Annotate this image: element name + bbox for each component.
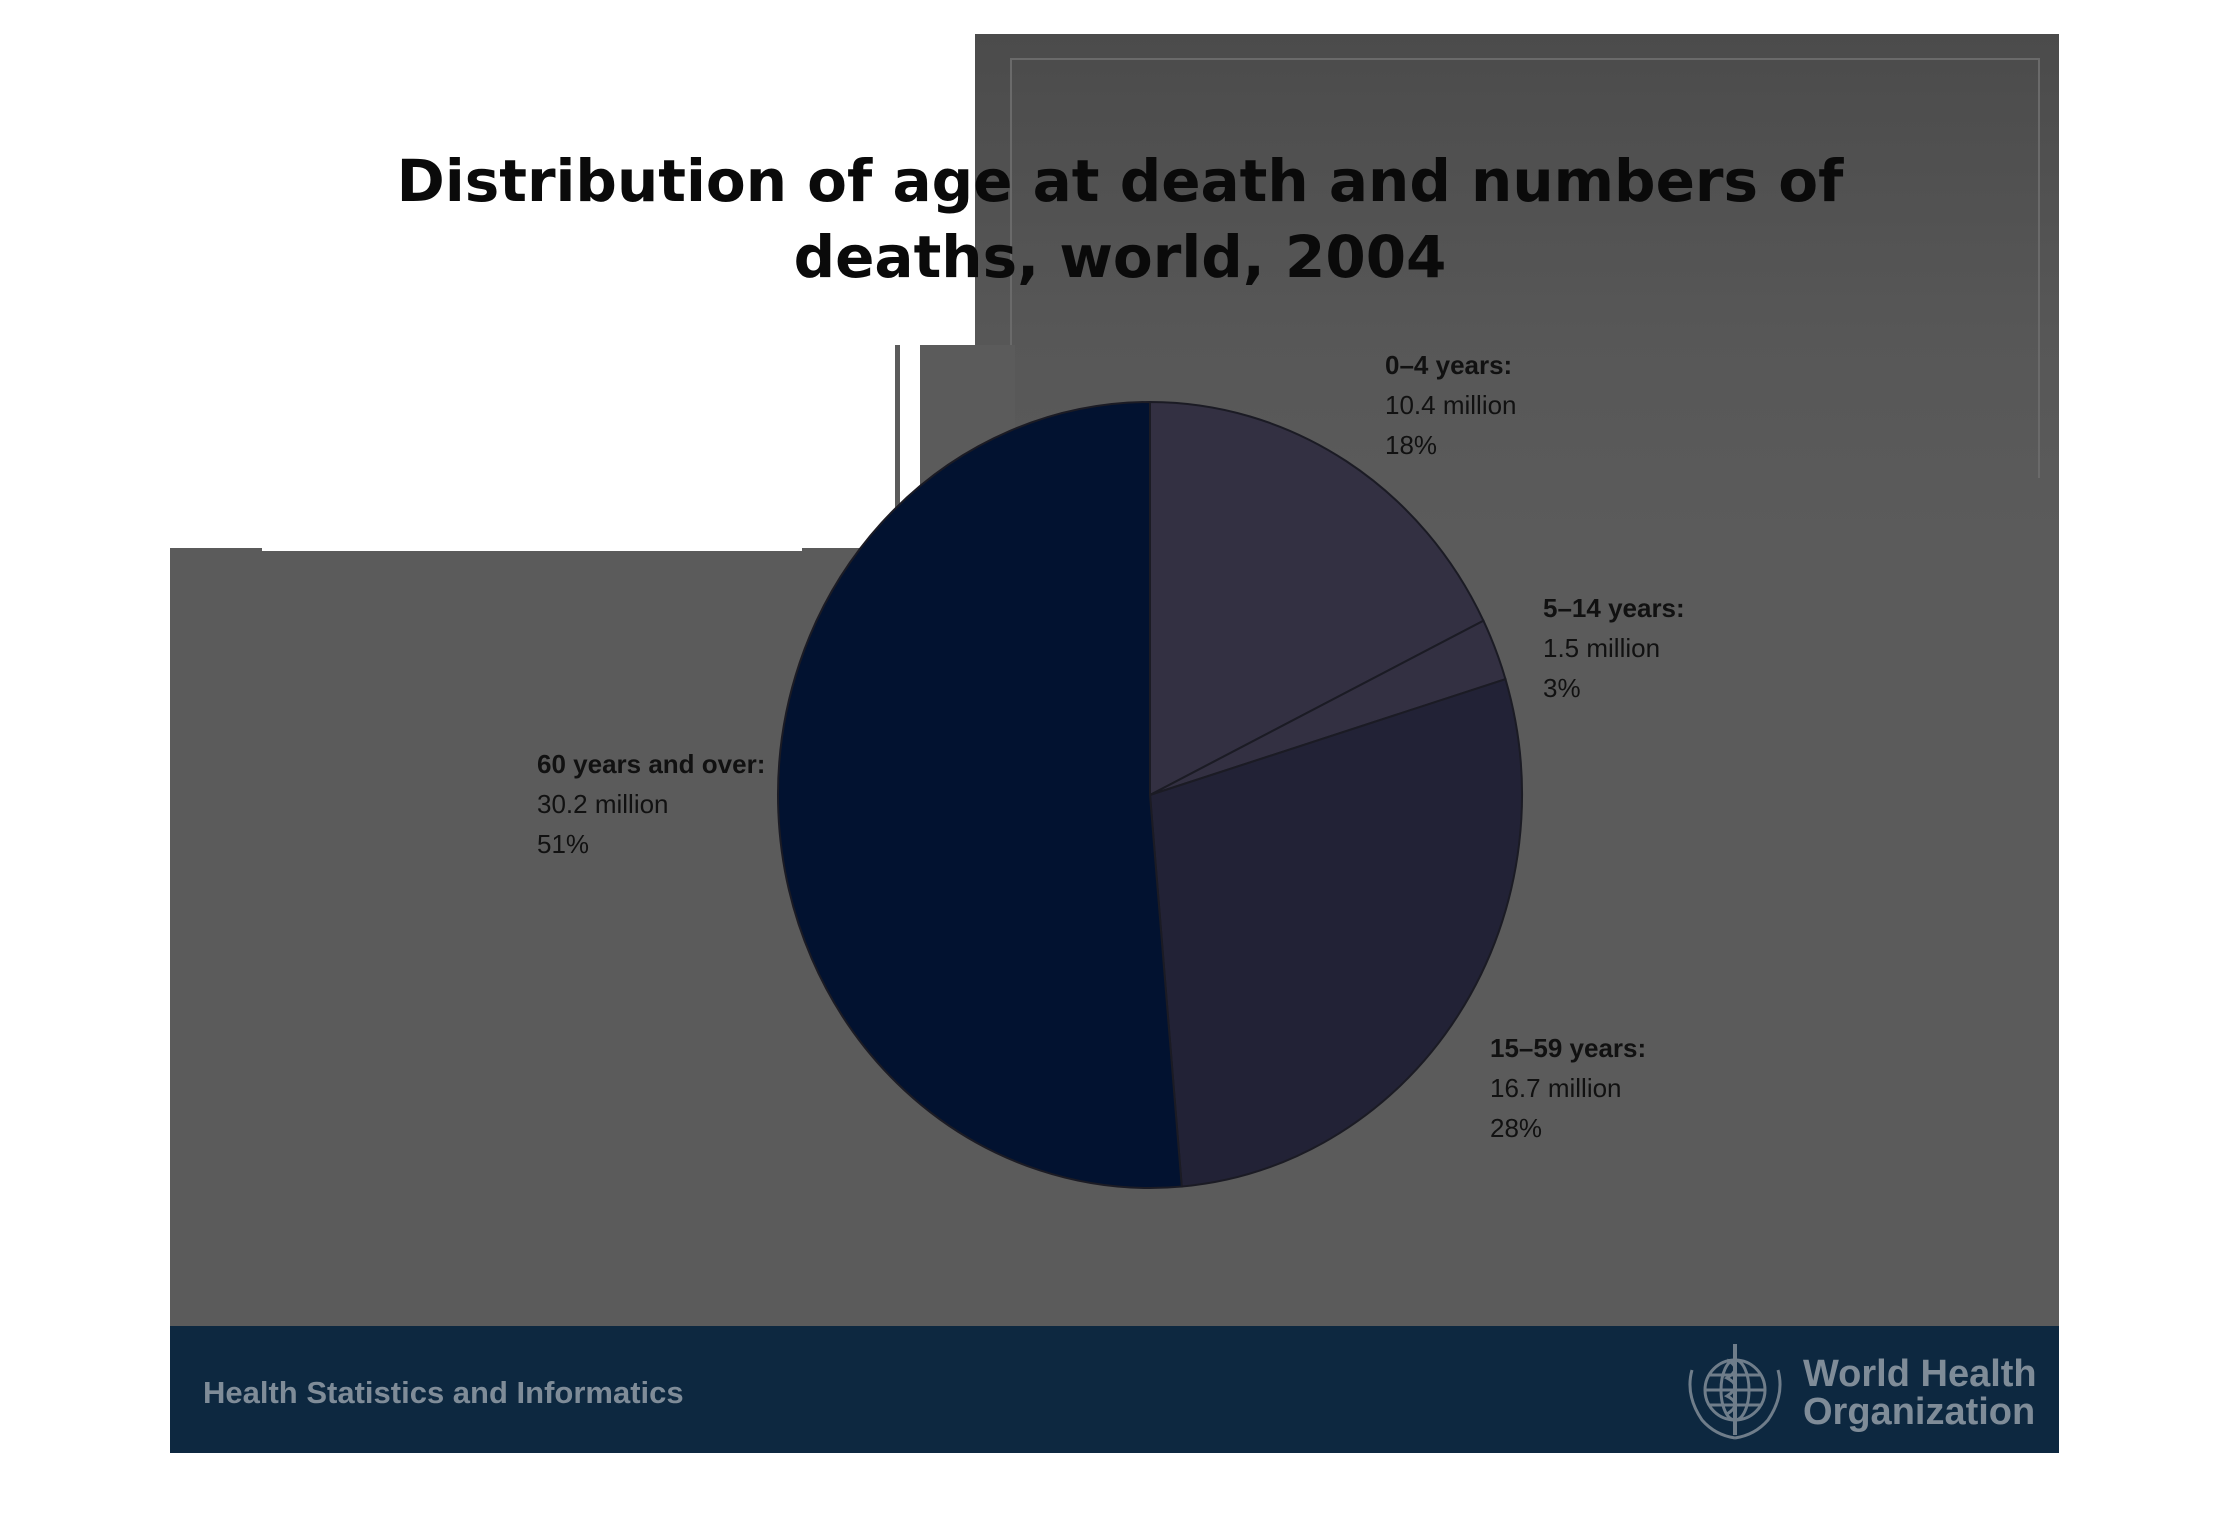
chart-title-line-1: Distribution of age at death and numbers… — [396, 147, 1844, 215]
slice-name: 5–14 years: — [1543, 593, 1685, 623]
slice-label-5-14: 5–14 years: 1.5 million 3% — [1543, 588, 1685, 708]
slice-value: 1.5 million — [1543, 633, 1661, 663]
slice-value: 10.4 million — [1385, 390, 1517, 420]
cover-strip — [815, 505, 875, 525]
pie-slice-3 — [1148, 677, 1523, 1188]
slice-name: 0–4 years: — [1385, 350, 1513, 380]
slice-label-60-plus: 60 years and over: 30.2 million 51% — [537, 744, 765, 864]
slice-value: 16.7 million — [1490, 1073, 1622, 1103]
slice-percent: 28% — [1490, 1113, 1543, 1143]
slice-name: 60 years and over: — [537, 749, 766, 779]
org-name-line-2: Organization — [1803, 1391, 2036, 1433]
slice-label-15-59: 15–59 years: 16.7 million 28% — [1490, 1028, 1646, 1148]
who-emblem-icon — [1688, 1344, 1782, 1440]
slice-percent: 3% — [1543, 673, 1581, 703]
cover-strip — [262, 536, 802, 551]
cover-strip — [195, 510, 365, 516]
pie-slice-1 — [1149, 400, 1485, 797]
chart-title-line-2: deaths, world, 2004 — [793, 223, 1447, 291]
pie-slice-4 — [777, 400, 1183, 1189]
slice-percent: 18% — [1385, 430, 1438, 460]
slice-value: 30.2 million — [537, 789, 669, 819]
slide-frame — [1010, 58, 2040, 478]
cover-strip — [208, 518, 443, 538]
slice-percent: 51% — [537, 829, 590, 859]
slice-name: 15–59 years: — [1490, 1033, 1647, 1063]
footer-text: Health Statistics and Informatics — [203, 1375, 684, 1410]
chart-title: Distribution of age at death and numbers… — [260, 143, 1980, 295]
org-name-line-1: World Health — [1803, 1353, 2037, 1395]
org-name: World Health Organization — [1803, 1355, 2037, 1431]
slice-label-0-4: 0–4 years: 10.4 million 18% — [1385, 345, 1517, 465]
